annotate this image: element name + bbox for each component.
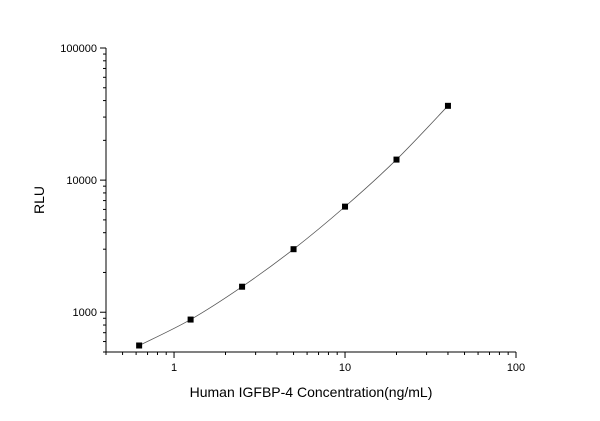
data-point bbox=[393, 156, 400, 163]
y-tick-label: 10000 bbox=[66, 175, 97, 187]
data-point bbox=[187, 316, 194, 323]
y-tick-label: 1000 bbox=[73, 307, 97, 319]
fit-curve bbox=[138, 105, 449, 346]
y-axis-ticks: 1000 10000 100000 bbox=[60, 43, 106, 353]
x-axis-title: Human IGFBP-4 Concentration(ng/mL) bbox=[190, 384, 433, 400]
y-tick-label: 100000 bbox=[60, 43, 97, 55]
x-axis-ticks: 1 10 100 bbox=[105, 352, 525, 374]
data-point bbox=[136, 342, 143, 349]
x-tick-label: 1 bbox=[171, 362, 177, 374]
y-axis-title: RLU bbox=[31, 186, 47, 214]
data-point bbox=[290, 246, 297, 253]
data-points bbox=[136, 102, 451, 349]
x-tick-label: 10 bbox=[339, 362, 351, 374]
data-point bbox=[239, 283, 246, 290]
data-point bbox=[444, 102, 451, 109]
x-tick-label: 100 bbox=[507, 362, 525, 374]
plot-area bbox=[105, 48, 516, 353]
data-point bbox=[342, 203, 349, 210]
